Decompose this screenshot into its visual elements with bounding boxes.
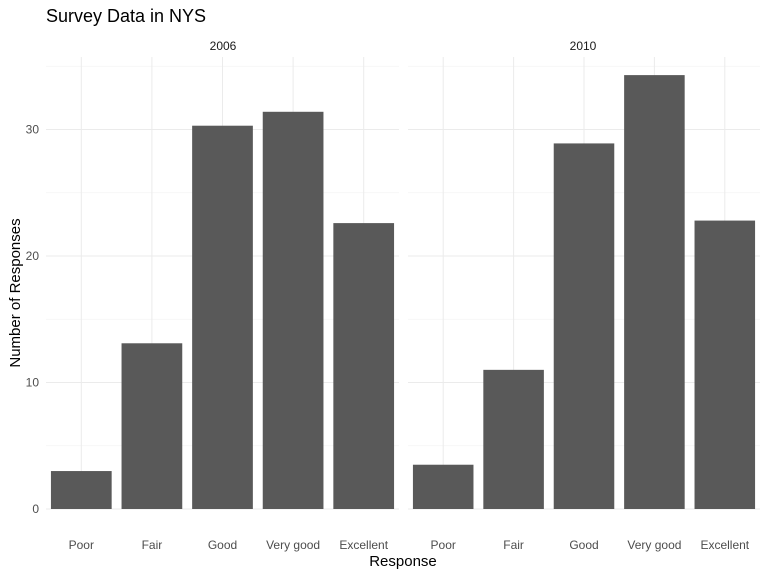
facet-x-tick-labels: Poor Fair Good Very good Excellent bbox=[431, 538, 750, 552]
bar-poor bbox=[50, 471, 112, 509]
x-axis-title: Response bbox=[369, 553, 437, 570]
x-tick-label: Poor bbox=[69, 538, 94, 552]
x-tick-label: Excellent bbox=[700, 538, 749, 552]
bar-excellent bbox=[694, 220, 756, 509]
facet-bars bbox=[412, 75, 756, 510]
x-tick-label: Good bbox=[569, 538, 598, 552]
y-tick-label: 10 bbox=[26, 376, 40, 390]
facet-strip-label: 2010 bbox=[570, 39, 597, 53]
facet-panel-2006: 2006 Poor Fair Good Very good Excellent bbox=[46, 39, 399, 552]
facet-strip-label: 2006 bbox=[210, 39, 237, 53]
facet-panel-2010: 2010 Poor Fair Good Very good Excellent bbox=[408, 39, 760, 552]
x-tick-label: Fair bbox=[503, 538, 524, 552]
x-tick-label: Poor bbox=[431, 538, 456, 552]
bar-fair bbox=[121, 343, 183, 509]
bar-good bbox=[553, 143, 615, 510]
bar-fair bbox=[483, 369, 544, 509]
y-tick-label: 30 bbox=[26, 123, 40, 137]
bar-excellent bbox=[333, 223, 395, 510]
bar-very-good bbox=[624, 75, 685, 509]
x-tick-label: Very good bbox=[627, 538, 681, 552]
y-tick-label: 20 bbox=[26, 249, 40, 263]
bar-poor bbox=[412, 464, 474, 509]
y-axis-title: Number of Responses bbox=[7, 218, 24, 367]
x-tick-label: Very good bbox=[266, 538, 320, 552]
facet-bars bbox=[50, 111, 395, 510]
bar-very-good bbox=[262, 111, 324, 509]
x-tick-label: Excellent bbox=[339, 538, 388, 552]
x-tick-label: Good bbox=[208, 538, 237, 552]
y-tick-label: 0 bbox=[32, 502, 39, 516]
y-tick-labels: 0 10 20 30 bbox=[26, 123, 40, 517]
x-tick-label: Fair bbox=[142, 538, 163, 552]
facet-x-tick-labels: Poor Fair Good Very good Excellent bbox=[69, 538, 389, 552]
bar-good bbox=[192, 125, 253, 509]
chart-title: Survey Data in NYS bbox=[46, 6, 206, 26]
